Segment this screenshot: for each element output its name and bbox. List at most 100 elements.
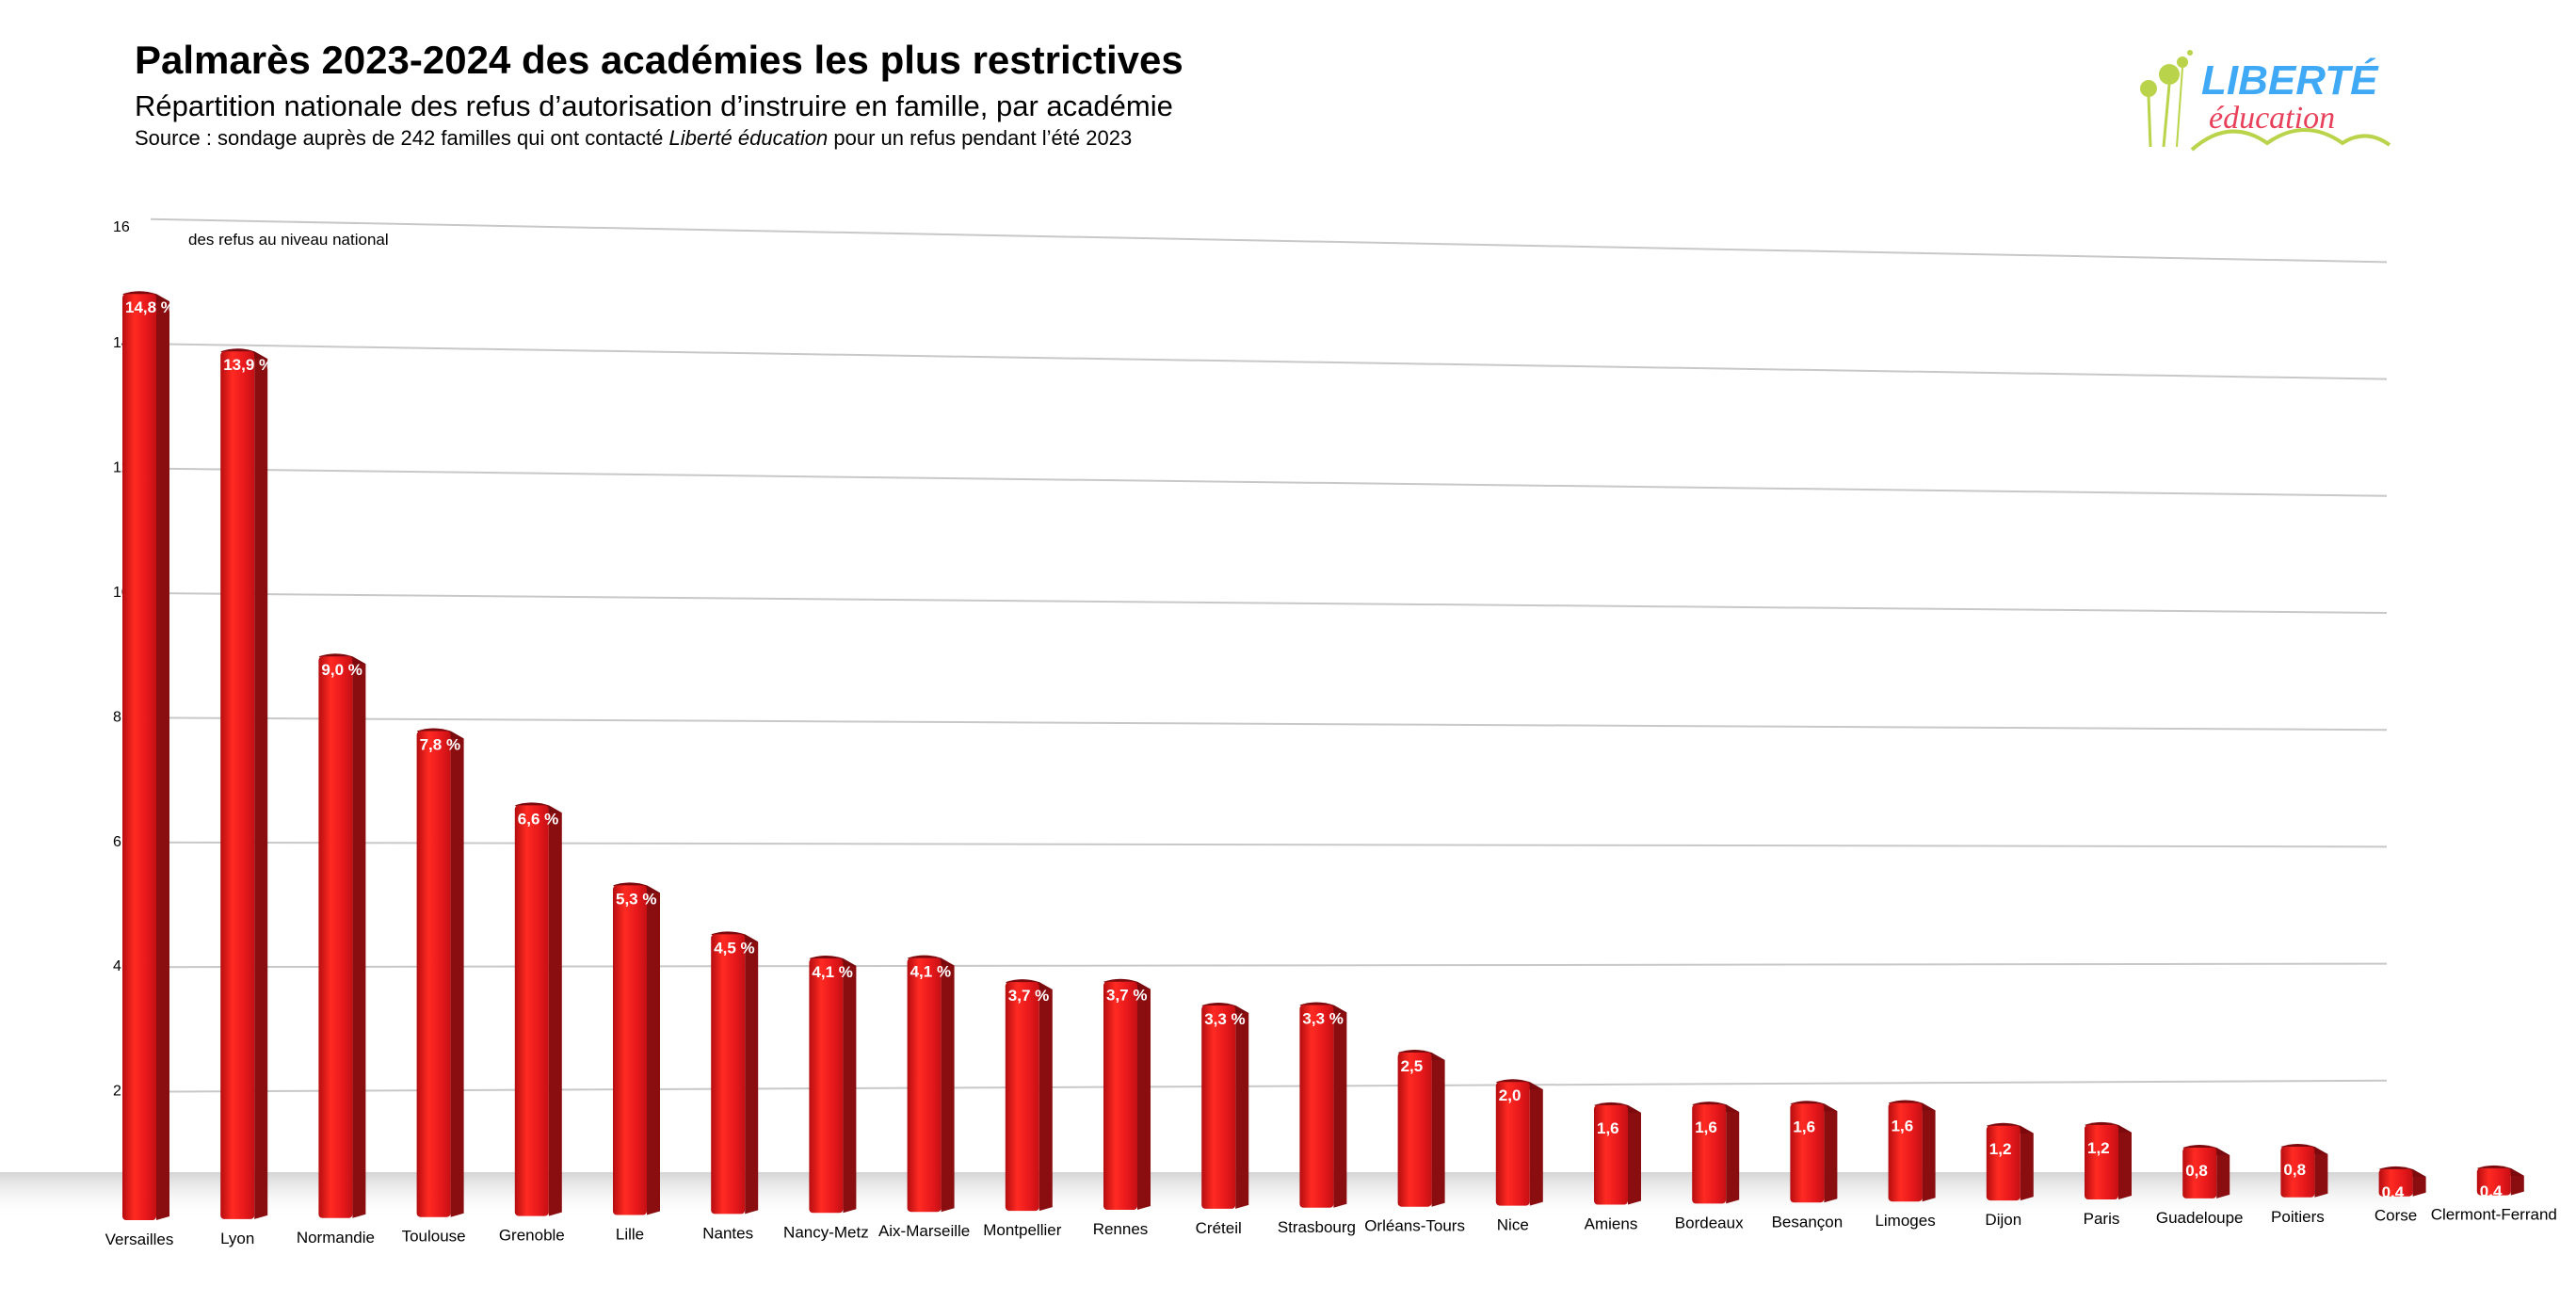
category-label: Normandie <box>297 1229 375 1247</box>
bar-data-label: 3,3 % <box>1204 1010 1245 1028</box>
bar <box>1299 1002 1347 1208</box>
bar-front <box>1103 981 1137 1210</box>
bar-data-label: 4,1 % <box>910 963 951 981</box>
bar-data-label: 0,4 <box>2480 1182 2503 1200</box>
bar <box>1594 1102 1641 1205</box>
bar <box>1103 978 1151 1210</box>
grid-line <box>150 467 2388 497</box>
bar <box>1005 979 1053 1212</box>
bar-data-label: 2,5 <box>1401 1057 1424 1075</box>
category-label: Grenoble <box>499 1227 565 1245</box>
bar-side <box>1038 982 1053 1212</box>
bar-data-label: 6,6 % <box>518 810 558 828</box>
bar-front <box>1005 982 1039 1212</box>
bar <box>514 802 562 1216</box>
bar-front <box>809 958 844 1214</box>
bar-front <box>2378 1168 2413 1197</box>
bar-side <box>548 805 562 1216</box>
bar <box>1790 1101 1838 1203</box>
bar-front <box>2476 1167 2511 1196</box>
bar-front <box>1888 1102 1923 1202</box>
bar-front <box>613 885 647 1215</box>
grid-line <box>150 1079 2388 1093</box>
category-label: Orléans-Tours <box>1364 1217 1465 1235</box>
bar-side <box>745 934 759 1215</box>
chart-title: Palmarès 2023-2024 des académies les plu… <box>135 38 1183 82</box>
bar-front <box>318 656 353 1218</box>
bar-side <box>1431 1053 1445 1207</box>
bar-data-label: 5,3 % <box>616 890 656 908</box>
bar-data-label: 9,0 % <box>321 661 362 679</box>
bar-side <box>647 885 660 1215</box>
bar <box>1986 1122 2034 1201</box>
y-tick-label: 8 <box>113 709 121 725</box>
bar <box>2378 1166 2426 1197</box>
category-label: Strasbourg <box>1278 1218 1356 1236</box>
grid-line <box>150 343 2388 380</box>
bar-data-label: 13,9 % <box>223 356 273 374</box>
bar-data-label: 1,6 <box>1695 1118 1717 1136</box>
category-labels: Versailles Lyon Normandie Toulouse Grenoble L… <box>105 1206 2557 1248</box>
category-label: Nantes <box>702 1224 753 1242</box>
bar <box>1397 1050 1445 1207</box>
bar-side <box>2020 1125 2034 1201</box>
bar <box>907 955 955 1213</box>
chart-subtitle: Répartition nationale des refus d’autori… <box>135 89 1173 122</box>
bar-front <box>122 294 156 1220</box>
category-label: Toulouse <box>402 1228 466 1246</box>
bar-front <box>907 957 942 1213</box>
bar-data-label: 4,1 % <box>812 963 852 981</box>
bar <box>2085 1121 2132 1199</box>
category-label: Nice <box>1497 1216 1529 1234</box>
bar-data-label: 1,6 <box>1892 1117 1914 1134</box>
bar-data-label: 7,8 % <box>420 736 460 754</box>
category-label: Rennes <box>1093 1220 1149 1238</box>
bar-data-label: 2,0 <box>1499 1086 1521 1104</box>
category-label: Corse <box>2375 1207 2417 1225</box>
bar-front <box>2085 1124 2118 1199</box>
bar-side <box>156 294 169 1220</box>
bar-side <box>1529 1082 1543 1206</box>
bar-side <box>450 731 464 1217</box>
bar <box>1692 1102 1740 1204</box>
bar-data-label: 1,6 <box>1597 1119 1619 1137</box>
grid-line <box>150 716 2388 732</box>
bar-side <box>352 656 366 1218</box>
bar-side <box>843 958 857 1214</box>
bar-data-label: 1,2 <box>1989 1140 2012 1158</box>
bar-data-label: 1,2 <box>2087 1139 2110 1157</box>
grid-line <box>150 962 2388 969</box>
bar-front <box>1299 1005 1334 1208</box>
bar <box>1888 1100 1936 1202</box>
category-label: Bordeaux <box>1675 1214 1744 1231</box>
category-label: Nancy-Metz <box>783 1223 869 1241</box>
bar-side <box>1333 1005 1347 1208</box>
category-label: Dijon <box>1985 1211 2021 1229</box>
bar-side <box>1137 981 1151 1210</box>
bar-front <box>711 934 746 1215</box>
bar-data-label: 0,8 <box>2283 1161 2306 1179</box>
grid-line <box>150 217 2388 264</box>
logo-graphic: LIBERTÉ éducation <box>2140 50 2391 152</box>
bar-data-label: 3,7 % <box>1008 987 1049 1005</box>
bar-front <box>1201 1005 1236 1209</box>
bar-data-label: 3,3 % <box>1302 1009 1343 1027</box>
bar <box>2280 1144 2328 1198</box>
bar-side <box>2216 1147 2230 1198</box>
bar-data-label: 0,4 <box>2382 1183 2405 1201</box>
bar-data-label: 3,7 % <box>1106 987 1147 1005</box>
bar-data-label: 4,5 % <box>714 939 754 957</box>
bar-front <box>1692 1104 1727 1204</box>
chart-source: Source : sondage auprès de 242 familles … <box>135 126 1132 151</box>
bar <box>1201 1002 1249 1209</box>
source-prefix: Source : sondage auprès de 242 familles … <box>135 126 669 150</box>
bar <box>711 931 759 1215</box>
category-label: Limoges <box>1875 1212 1935 1230</box>
category-label: Amiens <box>1585 1215 1638 1233</box>
bar-side <box>941 957 955 1213</box>
bar-front <box>514 805 549 1216</box>
category-label: Lyon <box>220 1230 254 1247</box>
bar-side <box>1726 1104 1740 1204</box>
bar <box>1495 1079 1543 1206</box>
